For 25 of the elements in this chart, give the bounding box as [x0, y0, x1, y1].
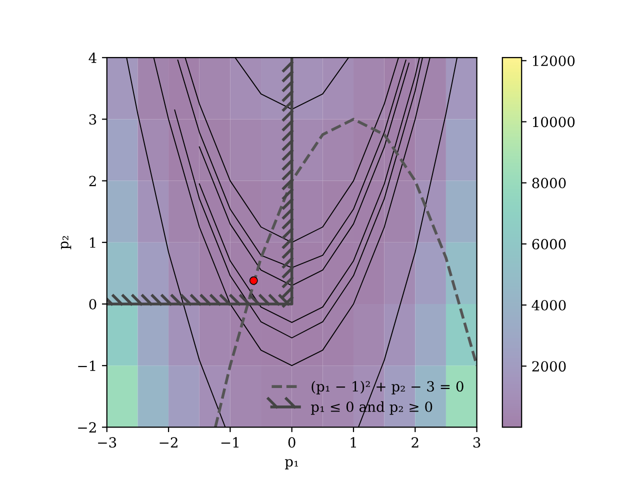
y-tick-label: 3	[89, 114, 96, 125]
x-axis-title: p₁	[285, 459, 298, 470]
color-bar-label: 10000	[533, 116, 575, 128]
y-tick-label: 0	[89, 298, 96, 310]
color-bar-label: 12000	[533, 56, 575, 66]
y-tick-label: 4	[88, 52, 96, 63]
x-tick-label: 1	[350, 437, 356, 448]
line-series	[198, 62, 410, 286]
x-tick-label: −2	[160, 437, 178, 448]
y-axis-title: p₂	[60, 236, 72, 250]
x-tick-label: 0	[288, 437, 296, 448]
color-bar-label: 2000	[532, 361, 566, 372]
y-tick-label: 2	[89, 176, 96, 186]
color-bar-label: 8000	[532, 178, 566, 188]
x-tick-label: 2	[412, 437, 418, 448]
x-tick-label: −3	[98, 437, 116, 448]
line-series	[214, 118, 477, 428]
y-tick-label: −1	[78, 360, 96, 371]
legend-label: (p₁ − 1)² + p₂ − 3 = 0	[312, 380, 464, 394]
color-bar-label: 4000	[532, 300, 566, 310]
x-tick-label: 3	[473, 437, 480, 448]
y-tick-label: −2	[78, 422, 96, 432]
color-bar-label: 6000	[532, 238, 566, 250]
y-tick-label: 1	[90, 237, 96, 248]
x-tick-label: −1	[221, 437, 238, 448]
